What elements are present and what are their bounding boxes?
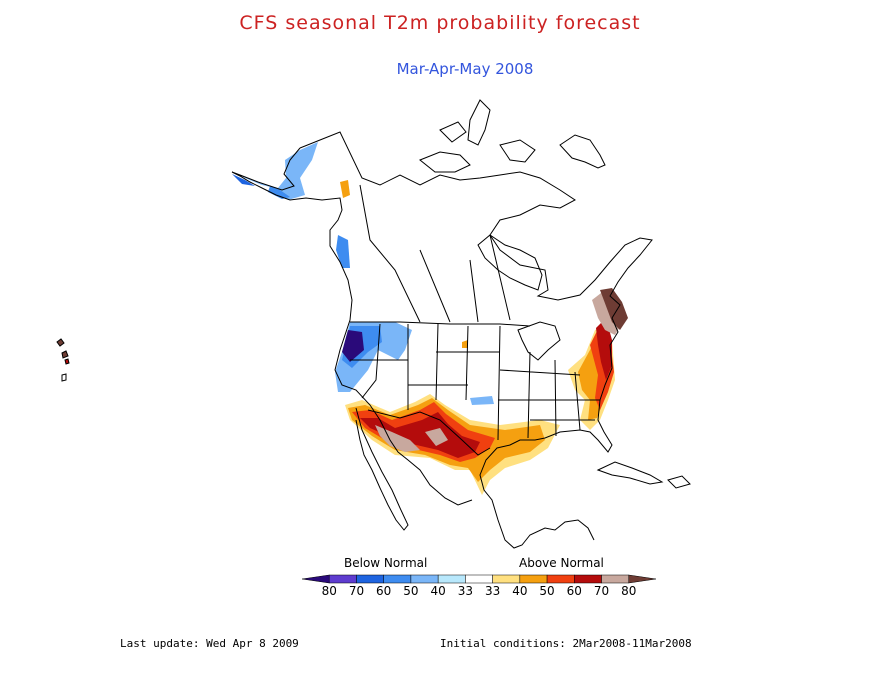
- legend-colorbar: [301, 574, 657, 584]
- legend-tick-label: 50: [403, 584, 419, 598]
- probability-shading: [57, 142, 628, 495]
- legend-tick-label: 33: [457, 584, 474, 598]
- province-lines: [359, 184, 511, 323]
- alaska-cold-area: [238, 142, 318, 200]
- pacific-nw-cold-core: [342, 330, 364, 362]
- legend-tick-label: 33: [484, 584, 501, 598]
- great-lakes: [517, 321, 561, 361]
- baja-peninsula: [355, 407, 409, 531]
- colorbar-swatch: [437, 574, 466, 584]
- arctic-island-3: [499, 139, 536, 163]
- plains-cool-spot: [470, 396, 494, 405]
- last-update-text: Last update: Wed Apr 8 2009: [120, 637, 299, 650]
- colorbar-swatch: [546, 574, 575, 584]
- arctic-island-2: [467, 99, 491, 146]
- colorbar-swatch: [628, 574, 657, 584]
- hawaii-warm-1: [57, 339, 64, 346]
- hawaii-islands: [56, 338, 70, 382]
- colorbar-swatch: [574, 574, 602, 584]
- colorbar-swatch: [356, 574, 384, 584]
- southwest-warm-80b: [425, 428, 448, 446]
- legend-above-label: Above Normal: [519, 556, 604, 570]
- legend-tick-label: 40: [512, 584, 528, 598]
- legend-tick-label: 50: [539, 584, 555, 598]
- colorbar-swatch: [519, 574, 548, 584]
- map-subtitle: Mar-Apr-May 2008: [396, 60, 534, 78]
- southwest-warm-70: [360, 412, 480, 458]
- arctic-island-4: [439, 121, 467, 143]
- arctic-island-1: [419, 151, 471, 173]
- us-mexico-border: [367, 409, 491, 456]
- continent-outlines: [231, 99, 691, 549]
- new-england-warm-max: [600, 288, 628, 330]
- state-lines-west: [350, 323, 500, 410]
- legend-tick-label: 70: [348, 584, 365, 598]
- colorbar-swatch: [465, 574, 493, 584]
- colorbar-swatch: [328, 574, 357, 584]
- dakota-warm-spot: [462, 340, 468, 348]
- alaska-cold-core: [268, 186, 290, 199]
- colorbar-swatch: [383, 574, 412, 584]
- legend-tick-label: 60: [376, 584, 392, 598]
- legend-tick-label: 40: [430, 584, 446, 598]
- map-title: CFS seasonal T2m probability forecast: [239, 12, 641, 34]
- cuba: [596, 461, 664, 485]
- legend-tick-label: 70: [593, 584, 610, 598]
- canada-us-border: [350, 321, 531, 327]
- state-lines-east: [497, 325, 600, 441]
- east-coast-warm-70: [596, 318, 612, 380]
- hispaniola: [667, 475, 691, 489]
- legend-tick-labels: 80 70 60 50 40 33 33 40 50 60 70 80: [0, 584, 880, 600]
- legend-tick-label: 80: [621, 584, 637, 598]
- north-america-coastline: [231, 131, 653, 549]
- colorbar-swatch: [492, 574, 521, 584]
- yukon-warm-spot: [340, 180, 350, 198]
- initial-conditions-text: Initial conditions: 2Mar2008-11Mar2008: [440, 637, 692, 650]
- aleutian-cold: [232, 174, 255, 186]
- colorbar-swatch: [410, 574, 439, 584]
- colorbar-swatch: [301, 574, 330, 584]
- legend-tick-label: 80: [321, 584, 337, 598]
- colorbar-swatch: [601, 574, 630, 584]
- bc-coast-cold: [336, 235, 350, 268]
- legend-below-label: Below Normal: [344, 556, 428, 570]
- greenland-edge: [559, 134, 606, 169]
- legend-tick-label: 60: [566, 584, 582, 598]
- hudson-bay: [477, 234, 543, 291]
